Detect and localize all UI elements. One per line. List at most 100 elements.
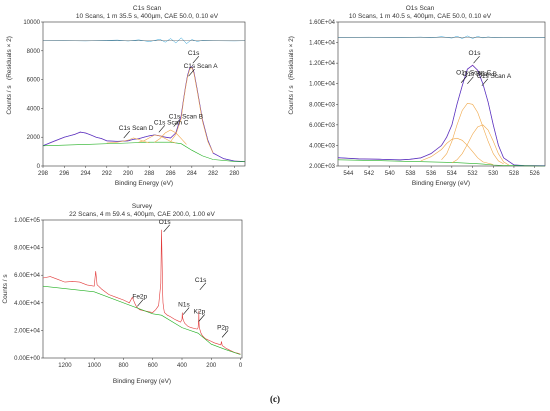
survey-series-background — [42, 285, 241, 355]
survey-plot-frame — [42, 219, 243, 359]
survey-series-group — [42, 229, 241, 355]
survey-panel: Survey 22 Scans, 4 m 59.4 s, 400µm, CAE … — [2, 203, 243, 385]
o1s-annotation-label: O1s Scan C — [456, 70, 491, 77]
survey-y-tick-label: 4.00E+04 — [14, 301, 41, 307]
survey-x-tick-label: 1000 — [88, 363, 102, 369]
c1s-series-background — [42, 141, 246, 162]
survey-annotation-leader — [137, 299, 144, 307]
c1s-subtitle: 10 Scans, 1 m 35.5 s, 400µm, CAE 50.0, 0… — [76, 13, 219, 20]
survey-title: Survey — [132, 203, 153, 210]
survey-annotation-leader — [198, 314, 205, 322]
c1s-x-tick-label: 294 — [81, 171, 92, 177]
c1s-x-tick-label: 292 — [102, 171, 113, 177]
survey-annotation-group: O1s Fe2p N1s C1s K2p P2p — [132, 219, 229, 338]
o1s-title: O1s Scan — [406, 5, 435, 12]
c1s-x-axis-label: Binding Energy (eV) — [115, 180, 173, 187]
survey-y-tick-label: 8.00E+04 — [14, 246, 41, 252]
c1s-x-tick-label: 286 — [166, 171, 177, 177]
c1s-annotation-leader — [123, 130, 130, 139]
o1s-x-tick-label: 540 — [385, 171, 396, 177]
o1s-series-background — [337, 159, 546, 167]
o1s-x-tick-label: 542 — [364, 171, 375, 177]
survey-subtitle: 22 Scans, 4 m 59.4 s, 400µm, CAE 200.0, … — [69, 211, 215, 218]
c1s-series-component-c1s-scan-d — [106, 137, 150, 144]
o1s-y-tick-label: 1.00E+04 — [309, 82, 336, 88]
survey-x-tick-label: 800 — [118, 363, 129, 369]
o1s-y-tick-label: 1.20E+04 — [309, 61, 336, 67]
o1s-plot-frame — [337, 21, 546, 167]
c1s-y-tick-label: 0 — [37, 164, 41, 170]
o1s-annotation-leader — [467, 76, 474, 84]
c1s-series-measured — [42, 65, 246, 162]
c1s-x-tick-label: 284 — [187, 171, 198, 177]
o1s-x-tick-label: 544 — [343, 171, 354, 177]
c1s-plot-frame — [42, 21, 246, 167]
o1s-series-measured — [337, 65, 546, 166]
o1s-y-tick-label: 4.00E+03 — [309, 143, 336, 149]
o1s-annotation-label: O1s Scan B — [462, 71, 497, 78]
c1s-y-axis-label: Counts / s — [6, 85, 13, 115]
c1s-x-tick-label: 282 — [208, 171, 219, 177]
c1s-y-tick-label: 8000 — [27, 49, 41, 55]
o1s-x-tick-label: 530 — [488, 171, 499, 177]
survey-annotation-label: P2p — [217, 324, 229, 331]
survey-x-tick-label: 600 — [148, 363, 159, 369]
c1s-x-tick-label: 290 — [123, 171, 134, 177]
c1s-x-tick-label: 298 — [38, 171, 49, 177]
o1s-y-axis-label: Counts / s — [288, 85, 295, 115]
c1s-annotation-label: C1s Scan A — [184, 63, 219, 70]
c1s-series-envelope — [42, 65, 246, 163]
o1s-annotation-leader — [460, 75, 468, 83]
o1s-x-tick-label: 534 — [447, 171, 458, 177]
survey-annotation-label: C1s — [195, 277, 207, 284]
c1s-series-component-c1s-scan-c — [138, 134, 176, 144]
c1s-annotation-leader — [192, 56, 200, 64]
o1s-x-axis-label: Binding Energy (eV) — [412, 180, 470, 187]
o1s-tick-group: 544 542 540 538 536 534 532 530 528 526 2.00E+03 4.… — [309, 20, 540, 177]
o1s-x-tick-label: 536 — [426, 171, 437, 177]
o1s-y-tick-label: 8.00E+03 — [309, 102, 336, 108]
survey-y-tick-label: 1.00E+05 — [14, 218, 41, 224]
survey-annotation-label: K2p — [194, 309, 206, 316]
o1s-x-tick-label: 538 — [405, 171, 416, 177]
survey-x-tick-label: 400 — [177, 363, 188, 369]
o1s-series-component-o1s-scan-a — [451, 124, 509, 166]
c1s-x-tick-label: 296 — [59, 171, 70, 177]
survey-annotation-label: N1s — [178, 302, 190, 309]
o1s-annotation-label: O1s — [469, 50, 482, 57]
survey-y-axis-label: Counts / s — [2, 274, 9, 304]
c1s-annotation-leader — [173, 119, 180, 127]
survey-annotation-label: Fe2p — [132, 293, 147, 300]
c1s-panel: C1s Scan 10 Scans, 1 m 35.5 s, 400µm, CA… — [6, 5, 246, 187]
survey-tick-group: 1200 1000 800 600 400 200 0 0.00E+00 2.00E+04 4.0… — [14, 218, 243, 369]
panel-label: (c) — [270, 394, 280, 404]
o1s-series-component-o1s-scan-c — [420, 137, 494, 165]
c1s-x-tick-label: 288 — [144, 171, 155, 177]
o1s-y-tick-label: 2.00E+03 — [309, 164, 336, 170]
c1s-series-group — [42, 37, 246, 163]
o1s-y-tick-label: 1.40E+04 — [309, 41, 336, 47]
o1s-x-tick-label: 526 — [530, 171, 541, 177]
o1s-series-component-o1s-scan-b — [441, 102, 504, 165]
c1s-tick-group: 298 296 294 292 290 288 286 284 282 280 0 2000 4000 6… — [23, 20, 240, 177]
survey-x-tick-label: 200 — [206, 363, 217, 369]
c1s-annotation-leader — [158, 125, 166, 133]
o1s-series-envelope — [337, 64, 546, 167]
c1s-y-tick-label: 2000 — [27, 135, 41, 141]
c1s-y2-axis-label: (Residuals × 2) — [6, 36, 13, 80]
c1s-annotation-label: C1s Scan B — [169, 114, 203, 121]
c1s-series-component-c1s-scan-a — [170, 66, 214, 154]
c1s-y-tick-label: 6000 — [27, 78, 41, 84]
survey-annotation-leader — [199, 282, 207, 290]
survey-annotation-leader — [221, 330, 229, 338]
survey-y-tick-label: 2.00E+04 — [14, 328, 41, 334]
c1s-annotation-label: C1s — [188, 50, 200, 57]
survey-y-tick-label: 6.00E+04 — [14, 273, 41, 279]
survey-annotation-label: O1s — [159, 219, 172, 226]
c1s-series-component-c1s-scan-b — [154, 129, 187, 145]
o1s-y-tick-label: 6.00E+03 — [309, 123, 336, 129]
c1s-annotation-leader — [188, 68, 195, 77]
